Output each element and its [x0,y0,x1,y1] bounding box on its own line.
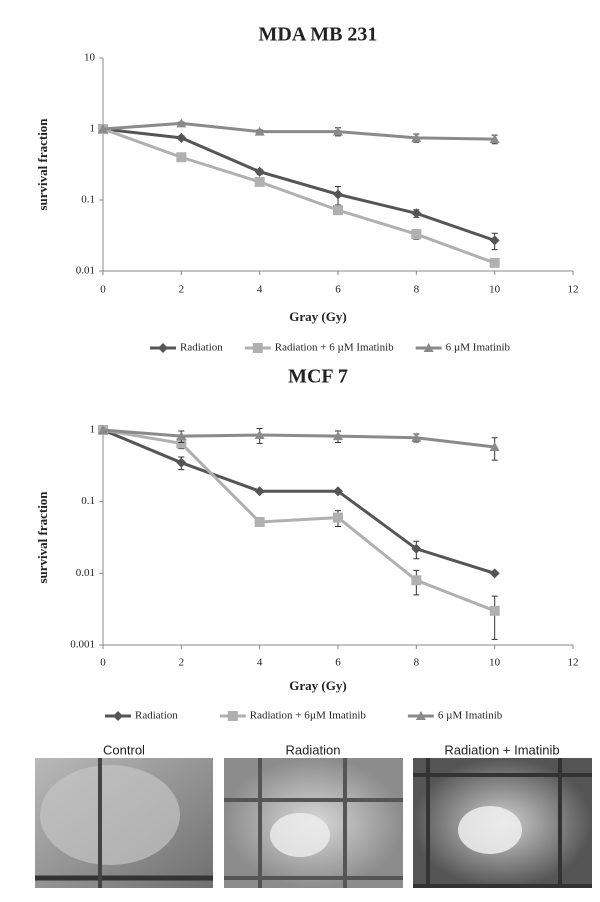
legend-marker [423,343,434,352]
marker [489,605,500,616]
x-tick-label: 2 [179,657,185,669]
legend-marker [227,711,238,721]
marker [254,486,265,497]
series-line [102,127,496,265]
x-axis-label: Gray (Gy) [289,309,346,324]
marker [254,430,265,440]
error-bar [491,595,498,640]
marker [411,575,422,586]
marker [489,235,500,246]
legend-marker [415,711,426,720]
x-tick-label: 6 [335,657,341,669]
x-tick-label: 6 [335,284,341,296]
marker [411,208,422,219]
marker [176,431,187,441]
marker [176,438,187,449]
legend-label: Radiation [180,342,223,354]
x-tick-label: 2 [179,284,185,296]
legend-marker [252,343,263,353]
y-tick-label: 0.01 [76,265,95,277]
marker [333,189,343,200]
x-tick-label: 8 [414,284,420,296]
y-tick-label: 0.001 [70,639,95,651]
x-tick-label: 0 [100,657,106,669]
marker [411,543,422,554]
marker [489,441,500,451]
x-tick-label: 4 [257,657,263,669]
marker [254,517,265,528]
marker [333,486,343,497]
legend-label: Radiation + 6 µM Imatinib [275,342,394,354]
marker [333,431,343,441]
series-line [102,428,496,575]
marker [254,176,265,187]
y-tick-label: 0.01 [76,567,95,579]
marker [333,205,343,216]
marker [489,257,500,268]
marker [411,229,422,240]
y-tick-label: 1 [90,424,96,436]
y-tick-label: 1 [90,123,96,135]
marker [489,134,500,144]
x-tick-label: 4 [257,284,263,296]
legend-label: Radiation [135,710,178,722]
legend-label: 6 µM Imatinib [438,710,503,722]
marker [98,124,108,133]
series-line [102,428,495,449]
legend-marker [113,711,123,721]
y-tick-label: 0.1 [81,495,95,507]
x-tick-label: 0 [100,284,106,296]
series-line [102,127,496,242]
panel-label: Control [103,742,145,757]
x-tick-label: 12 [568,284,579,296]
marker [411,132,422,142]
y-tick-label: 10 [84,52,96,64]
y-axis-label: survival fraction [35,118,50,211]
legend-label: 6 µM Imatinib [446,342,511,354]
x-tick-label: 10 [489,284,501,296]
micrograph [224,758,403,888]
marker [176,132,187,143]
micrograph [413,758,592,888]
legend-marker [158,343,168,353]
x-tick-label: 8 [414,657,420,669]
marker [254,126,265,136]
x-tick-label: 10 [489,657,501,669]
x-axis-label: Gray (Gy) [289,678,346,693]
panel-label: Radiation + Imatinib [444,742,559,757]
chart-title: MDA MB 231 [259,24,378,46]
marker [176,457,187,468]
x-tick-label: 12 [568,657,579,669]
series-line [102,428,496,613]
panel-label: Radiation [286,742,341,757]
marker [489,568,500,579]
marker [176,118,187,128]
legend-label: Radiation + 6µM Imatinib [250,710,367,722]
chart-title: MCF 7 [288,366,348,388]
y-axis-label: survival fraction [35,491,50,584]
micrograph [35,758,213,888]
marker [411,432,422,442]
marker [333,512,343,523]
marker [333,126,343,136]
marker [98,425,108,434]
marker [176,152,187,163]
series-line [102,121,495,141]
y-tick-label: 0.1 [81,194,95,206]
marker [254,166,265,177]
